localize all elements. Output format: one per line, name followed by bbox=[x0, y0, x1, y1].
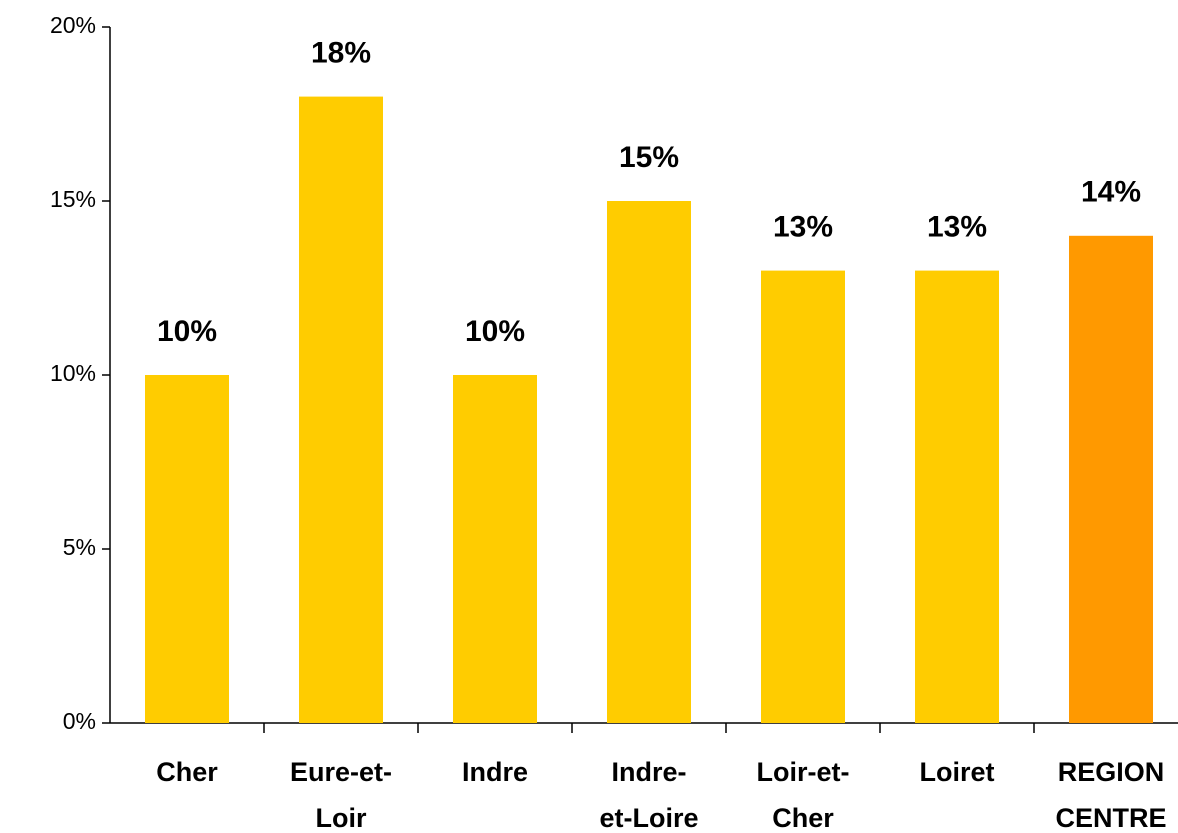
x-tick-label: Cher bbox=[156, 757, 218, 787]
value-label: 10% bbox=[157, 315, 217, 348]
bar bbox=[299, 96, 383, 724]
y-tick-label: 15% bbox=[50, 186, 96, 212]
x-tick-label: REGION CENTRE bbox=[1055, 757, 1167, 833]
bar bbox=[1069, 235, 1153, 724]
value-label: 10% bbox=[465, 315, 525, 348]
bar bbox=[453, 375, 537, 723]
value-label: 13% bbox=[773, 211, 833, 244]
x-tick-label: Indre bbox=[461, 757, 528, 787]
x-tick-label: Eure-et- Loir bbox=[289, 757, 392, 833]
bar bbox=[915, 270, 999, 723]
y-tick-label: 0% bbox=[63, 708, 96, 734]
x-tick-label: Loiret bbox=[919, 757, 995, 787]
y-tick-label: 20% bbox=[50, 12, 96, 38]
bar bbox=[145, 375, 229, 723]
y-tick-label: 5% bbox=[63, 534, 96, 560]
x-tick-label: Indre- et-Loire bbox=[599, 757, 699, 833]
y-tick-label: 10% bbox=[50, 360, 96, 386]
value-label: 13% bbox=[927, 211, 987, 244]
value-label: 18% bbox=[311, 37, 371, 70]
value-label: 15% bbox=[619, 141, 679, 174]
bar bbox=[607, 201, 691, 723]
bar bbox=[761, 270, 845, 723]
x-tick-label: Loir-et- Cher bbox=[756, 757, 850, 833]
value-label: 14% bbox=[1081, 176, 1141, 209]
